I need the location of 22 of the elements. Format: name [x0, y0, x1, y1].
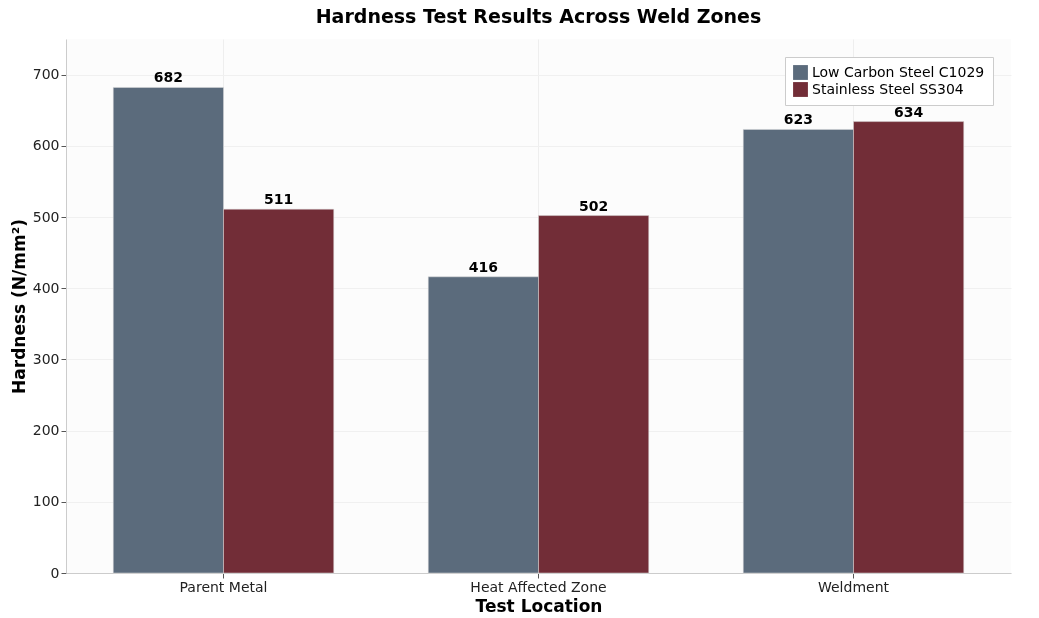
y-tick-label: 100: [32, 493, 60, 510]
chart-title: Hardness Test Results Across Weld Zones: [315, 5, 762, 27]
data-label: 623: [783, 111, 813, 128]
y-axis-title: Hardness (N/mm²): [8, 219, 29, 394]
y-tick-label: 700: [32, 66, 60, 83]
y-tick-label: 500: [32, 208, 60, 225]
y-tick-label: 300: [32, 350, 60, 367]
y-tick-label: 400: [32, 279, 60, 296]
data-label: 416: [468, 258, 498, 275]
y-tick-label: 600: [32, 137, 60, 154]
x-axis-title: Test Location: [475, 595, 603, 616]
legend-label: Low Carbon Steel C1029: [812, 63, 985, 80]
x-tick-label: Heat Affected Zone: [470, 578, 607, 595]
y-tick-label: 0: [50, 564, 60, 581]
y-tick-label: 200: [32, 422, 60, 439]
data-label: 511: [264, 191, 294, 208]
x-tick-label: Weldment: [817, 578, 890, 595]
x-tick-label: Parent Metal: [179, 578, 268, 595]
data-label: 502: [579, 197, 609, 214]
legend-label: Stainless Steel SS304: [812, 80, 964, 97]
data-label: 634: [894, 103, 924, 120]
data-label: 682: [153, 69, 183, 86]
